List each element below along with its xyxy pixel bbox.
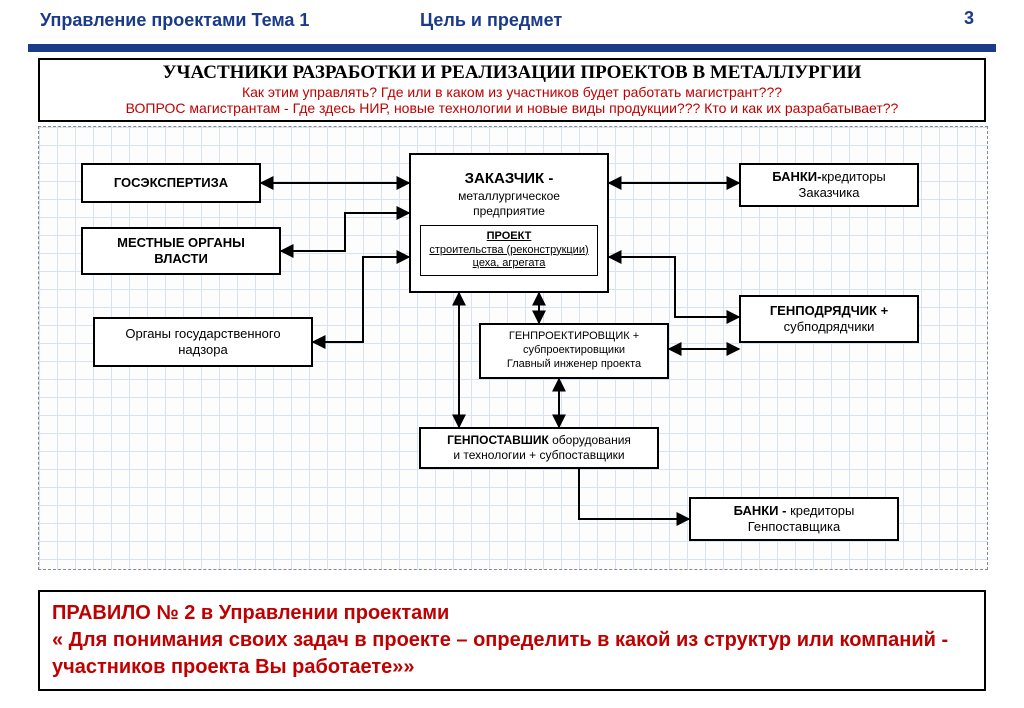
node-banks_cust: БАНКИ-кредиторыЗаказчика (739, 163, 919, 207)
rule-box: ПРАВИЛО № 2 в Управлении проектами « Для… (38, 590, 986, 691)
node-customer: ЗАКАЗЧИК -металлургическоепредприятиеПРО… (409, 153, 609, 293)
node-nadzor: Органы государственногонадзора (93, 317, 313, 367)
title-box: УЧАСТНИКИ РАЗРАБОТКИ И РЕАЛИЗАЦИИ ПРОЕКТ… (38, 58, 986, 122)
header-mid: Цель и предмет (420, 10, 720, 31)
node-gensupplier: ГЕНПОСТАВШИК оборудованияи технологии + … (419, 427, 659, 469)
node-gencontract: ГЕНПОДРЯДЧИК +субподрядчики (739, 295, 919, 343)
node-gosexpert: ГОСЭКСПЕРТИЗА (81, 163, 261, 203)
title-sub2: ВОПРОС магистрантам - Где здесь НИР, нов… (44, 100, 980, 116)
page-number: 3 (964, 8, 974, 29)
flowchart-canvas: ГОСЭКСПЕРТИЗА МЕСТНЫЕ ОРГАНЫВЛАСТИ Органы … (38, 126, 988, 570)
rule-line2: « Для понимания своих задач в проекте – … (52, 627, 972, 681)
title-sub1: Как этим управлять? Где или в каком из у… (44, 84, 980, 100)
header-rule (28, 44, 996, 52)
title-main: УЧАСТНИКИ РАЗРАБОТКИ И РЕАЛИЗАЦИИ ПРОЕКТ… (44, 62, 980, 84)
rule-line1: ПРАВИЛО № 2 в Управлении проектами (52, 600, 972, 627)
node-gendesigner: ГЕНПРОЕКТИРОВЩИК +субпроектировщикиГлавн… (479, 323, 669, 379)
slide-header: Управление проектами Тема 1 Цель и предм… (0, 0, 1024, 31)
node-local: МЕСТНЫЕ ОРГАНЫВЛАСТИ (81, 227, 281, 275)
node-banks_supp: БАНКИ - кредиторыГенпоставщика (689, 497, 899, 541)
header-left: Управление проектами Тема 1 (40, 10, 420, 31)
